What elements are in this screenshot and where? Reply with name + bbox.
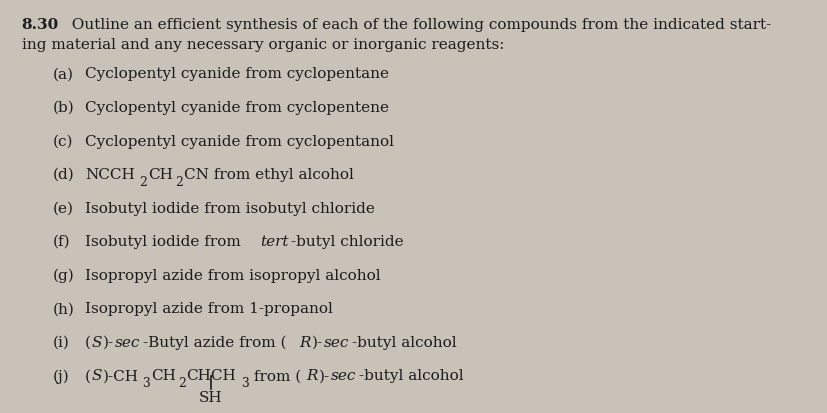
Text: S: S bbox=[91, 369, 102, 383]
Text: )-: )- bbox=[103, 336, 114, 350]
Text: R: R bbox=[306, 369, 318, 383]
Text: sec: sec bbox=[115, 336, 141, 350]
Text: sec: sec bbox=[331, 369, 356, 383]
Text: (e): (e) bbox=[52, 202, 74, 216]
Text: R: R bbox=[299, 336, 311, 350]
Text: SH: SH bbox=[198, 391, 222, 405]
Text: (d): (d) bbox=[52, 168, 74, 182]
Text: -butyl chloride: -butyl chloride bbox=[291, 235, 404, 249]
Text: Isobutyl iodide from isobutyl chloride: Isobutyl iodide from isobutyl chloride bbox=[84, 202, 375, 216]
Text: )-: )- bbox=[312, 336, 323, 350]
Text: (j): (j) bbox=[52, 369, 69, 384]
Text: CHCH: CHCH bbox=[186, 369, 236, 383]
Text: (g): (g) bbox=[52, 268, 74, 283]
Text: Isobutyl iodide from: Isobutyl iodide from bbox=[84, 235, 245, 249]
Text: tert: tert bbox=[260, 235, 289, 249]
Text: (c): (c) bbox=[52, 135, 73, 149]
Text: 3: 3 bbox=[241, 377, 248, 390]
Text: 2: 2 bbox=[174, 176, 183, 189]
Text: (h): (h) bbox=[52, 302, 74, 316]
Text: (: ( bbox=[84, 336, 91, 350]
Text: from (: from ( bbox=[249, 369, 301, 383]
Text: )-CH: )-CH bbox=[103, 369, 139, 383]
Text: )-: )- bbox=[318, 369, 330, 383]
Text: -butyl alcohol: -butyl alcohol bbox=[351, 336, 456, 350]
Text: Isopropyl azide from 1-propanol: Isopropyl azide from 1-propanol bbox=[84, 302, 332, 316]
Text: S: S bbox=[91, 336, 102, 350]
Text: -butyl alcohol: -butyl alcohol bbox=[358, 369, 463, 383]
Text: CN from ethyl alcohol: CN from ethyl alcohol bbox=[184, 168, 353, 182]
Text: (b): (b) bbox=[52, 101, 74, 115]
Text: Cyclopentyl cyanide from cyclopentene: Cyclopentyl cyanide from cyclopentene bbox=[84, 101, 389, 115]
Text: Cyclopentyl cyanide from cyclopentanol: Cyclopentyl cyanide from cyclopentanol bbox=[84, 135, 394, 149]
Text: CH: CH bbox=[151, 369, 175, 383]
Text: Cyclopentyl cyanide from cyclopentane: Cyclopentyl cyanide from cyclopentane bbox=[84, 67, 389, 81]
Text: Outline an efficient synthesis of each of the following compounds from the indic: Outline an efficient synthesis of each o… bbox=[62, 19, 771, 33]
Text: (f): (f) bbox=[52, 235, 70, 249]
Text: NCCH: NCCH bbox=[84, 168, 135, 182]
Text: sec: sec bbox=[324, 336, 349, 350]
Text: Isopropyl azide from isopropyl alcohol: Isopropyl azide from isopropyl alcohol bbox=[84, 268, 380, 282]
Text: ing material and any necessary organic or inorganic reagents:: ing material and any necessary organic o… bbox=[22, 38, 504, 52]
Text: (: ( bbox=[84, 369, 91, 383]
Text: 8.30: 8.30 bbox=[22, 19, 59, 33]
Text: (i): (i) bbox=[52, 336, 69, 350]
Text: 3: 3 bbox=[142, 377, 150, 390]
Text: CH: CH bbox=[147, 168, 173, 182]
Text: 2: 2 bbox=[178, 377, 185, 390]
Text: (a): (a) bbox=[52, 67, 74, 81]
Text: -Butyl azide from (: -Butyl azide from ( bbox=[142, 336, 286, 350]
Text: 2: 2 bbox=[139, 176, 147, 189]
